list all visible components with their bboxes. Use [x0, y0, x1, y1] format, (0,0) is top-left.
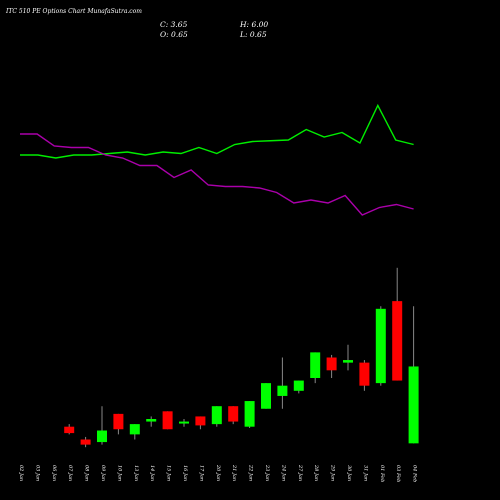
candle-body [261, 383, 271, 409]
candle-body [277, 385, 288, 396]
x-tick-label: 30 Jan [346, 465, 352, 481]
x-tick-label: 02 Jan [18, 465, 24, 481]
candle-body [80, 439, 91, 445]
candle-body [408, 366, 419, 444]
candle-body [146, 419, 157, 422]
candle [113, 413, 124, 435]
candle [277, 357, 288, 409]
candle [162, 411, 173, 430]
x-tick-label: 08 Jan [84, 465, 90, 481]
chart-title: ITC 510 PE Options Chart MunafaSutra.com [6, 8, 142, 15]
candle-body [310, 352, 321, 378]
low-value: L: 0.65 [240, 30, 267, 39]
x-tick-label: 28 Jan [313, 464, 319, 481]
open-value: O: 0.65 [160, 30, 188, 39]
candle [146, 416, 157, 427]
candle [228, 406, 239, 425]
x-tick-label: 01 Feb [379, 465, 385, 482]
x-tick-label: 07 Jan [67, 465, 73, 481]
candle-body [293, 380, 304, 391]
x-tick-label: 27 Jan [297, 464, 303, 481]
x-tick-label: 31 Jan [362, 465, 368, 481]
candle [244, 401, 255, 428]
high-value: H: 6.00 [240, 20, 269, 29]
x-tick-label: 21 Jan [231, 464, 237, 481]
candle-body [343, 360, 353, 363]
candle [359, 360, 370, 391]
x-tick-label: 24 Jan [280, 464, 286, 481]
candle [375, 306, 386, 386]
x-tick-label: 15 Jan [166, 465, 172, 481]
x-tick-label: 10 Jan [116, 465, 122, 481]
candle-body [179, 421, 189, 424]
close-value: C: 3.65 [160, 20, 188, 29]
candle [293, 380, 304, 394]
candle [261, 383, 271, 409]
candle-body [375, 308, 386, 384]
x-tick-label: 13 Jan [133, 465, 139, 481]
candle [129, 424, 140, 440]
candle-body [113, 413, 124, 430]
candle [211, 406, 222, 427]
x-tick-label: 06 Jan [51, 465, 57, 481]
candle [64, 424, 75, 435]
candle-body [244, 401, 255, 427]
candle [195, 416, 206, 430]
candle-body [392, 301, 403, 381]
candle [343, 344, 353, 371]
candles [64, 267, 419, 448]
indicator-line-1 [20, 103, 414, 159]
candle-body [129, 424, 140, 435]
candle-body [326, 357, 337, 371]
indicator-lines [20, 103, 414, 216]
x-tick-label: 20 Jan [215, 464, 221, 481]
candle [179, 419, 189, 427]
x-tick-label: 23 Jan [264, 464, 270, 481]
candle [408, 306, 419, 444]
candle-body [162, 411, 173, 430]
candle-body [228, 406, 239, 422]
candle-body [195, 416, 206, 426]
candle-body [97, 430, 107, 443]
x-tick-label: 22 Jan [248, 464, 254, 481]
x-tick-label: 16 Jan [182, 465, 188, 481]
candle [97, 406, 107, 445]
x-tick-label: 04 Feb [412, 465, 418, 482]
candle [326, 354, 337, 378]
x-tick-label: 17 Jan [198, 465, 204, 481]
x-tick-label: 03 Jan [34, 465, 40, 481]
x-tick-label: 09 Jan [100, 465, 106, 481]
candle-body [211, 406, 222, 425]
candle [310, 352, 321, 384]
x-tick-label: 03 Feb [395, 465, 401, 482]
indicator-line-2 [20, 133, 414, 216]
x-tick-label: 14 Jan [149, 465, 155, 481]
candle [392, 267, 403, 381]
candle [80, 436, 91, 448]
candle-body [359, 362, 370, 386]
candle-body [64, 426, 75, 434]
x-tick-label: 29 Jan [330, 464, 336, 481]
x-axis-ticks: 02 Jan 03 Jan 06 Jan 07 Jan 08 Jan 09 Jan 10 J… [18, 464, 418, 482]
